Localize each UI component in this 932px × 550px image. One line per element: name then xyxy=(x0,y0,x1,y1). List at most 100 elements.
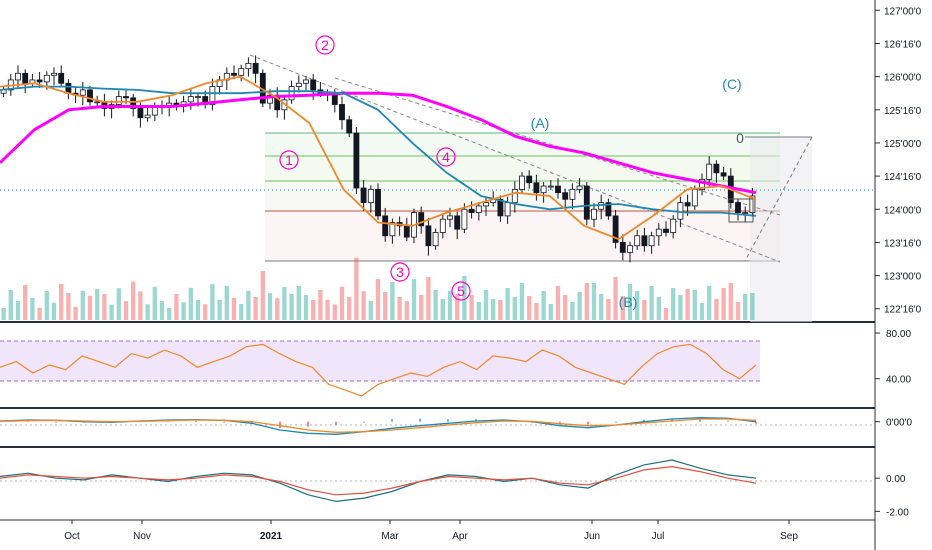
candle[interactable] xyxy=(0,85,7,98)
volume-bar xyxy=(671,288,676,320)
candle[interactable] xyxy=(267,89,273,110)
candle[interactable] xyxy=(670,215,677,239)
candle[interactable] xyxy=(641,227,648,252)
macd-histogram-bar xyxy=(755,421,757,424)
candle[interactable] xyxy=(187,88,194,110)
wave-label[interactable]: 1 xyxy=(279,150,299,170)
candle[interactable] xyxy=(627,241,633,263)
candle[interactable] xyxy=(454,211,461,240)
candle[interactable] xyxy=(735,198,741,221)
candle[interactable] xyxy=(519,172,525,194)
candle[interactable] xyxy=(252,55,259,84)
volume-bar xyxy=(30,298,35,320)
candle[interactable] xyxy=(583,182,590,226)
wave-label[interactable]: 3 xyxy=(390,262,410,282)
candle[interactable] xyxy=(648,231,655,254)
candle[interactable] xyxy=(605,198,612,220)
candle[interactable] xyxy=(281,95,288,120)
candle[interactable] xyxy=(238,64,245,82)
measure-box[interactable] xyxy=(728,198,754,223)
candle[interactable] xyxy=(87,85,93,106)
candle[interactable] xyxy=(468,201,475,219)
candle[interactable] xyxy=(375,183,381,220)
wave-label[interactable]: 4 xyxy=(436,147,456,167)
macd-pane[interactable] xyxy=(0,417,875,435)
candle[interactable] xyxy=(382,207,389,242)
candle[interactable] xyxy=(65,79,72,100)
wave-label[interactable]: 2 xyxy=(315,35,335,55)
candle[interactable] xyxy=(209,78,216,111)
candle[interactable] xyxy=(144,107,151,122)
candle[interactable] xyxy=(533,174,540,201)
wave-label[interactable]: (C) xyxy=(722,76,741,92)
volume-bar xyxy=(347,297,352,320)
candlesticks[interactable] xyxy=(0,55,756,263)
moving-averages[interactable] xyxy=(0,75,757,241)
svg-text:(C): (C) xyxy=(722,76,741,92)
macd-histogram-bar xyxy=(671,418,673,422)
candle[interactable] xyxy=(245,57,252,77)
forecast-zone xyxy=(750,137,812,322)
wave-label[interactable]: (B) xyxy=(619,294,638,310)
candle[interactable] xyxy=(663,221,669,237)
rsi-pane[interactable] xyxy=(0,340,760,397)
candle[interactable] xyxy=(425,217,432,256)
candle[interactable] xyxy=(713,160,720,183)
candle[interactable] xyxy=(360,180,367,211)
candle[interactable] xyxy=(418,206,425,234)
volume-bar xyxy=(275,298,280,320)
volume-bar xyxy=(311,300,316,320)
candle[interactable] xyxy=(483,196,489,216)
time-axis[interactable]: Oct Nov 2021 Mar Apr Jun Jul Sep xyxy=(64,520,798,542)
volume-bar xyxy=(735,302,741,320)
candle[interactable] xyxy=(591,203,597,228)
volume-bar xyxy=(73,306,78,320)
rsi-band xyxy=(0,341,760,381)
candle[interactable] xyxy=(655,223,662,246)
candle[interactable] xyxy=(562,188,569,208)
candle[interactable] xyxy=(216,75,223,95)
price-axis[interactable]: 127'00'0 126'16'0 126'00'0 125'16'0 125'00'0… xyxy=(875,6,922,518)
candle[interactable] xyxy=(526,170,533,189)
candle[interactable] xyxy=(540,182,547,203)
volume-bar xyxy=(678,295,683,320)
candle[interactable] xyxy=(576,178,583,194)
wave-label[interactable]: 5 xyxy=(451,281,471,301)
candle[interactable] xyxy=(475,201,482,221)
candle[interactable] xyxy=(51,67,57,86)
candle[interactable] xyxy=(353,127,360,195)
candle[interactable] xyxy=(339,96,345,130)
candle[interactable] xyxy=(511,181,518,213)
candle[interactable] xyxy=(720,166,727,181)
candle[interactable] xyxy=(367,185,374,213)
candle[interactable] xyxy=(547,180,554,191)
candle[interactable] xyxy=(619,234,626,261)
candle[interactable] xyxy=(346,115,353,137)
volume-bar xyxy=(548,304,553,320)
wave-label[interactable]: (A) xyxy=(531,115,550,131)
candle[interactable] xyxy=(29,73,36,88)
wave-label[interactable]: 0 xyxy=(736,130,744,146)
volume-bar xyxy=(606,299,611,320)
candle[interactable] xyxy=(108,100,115,119)
candle[interactable] xyxy=(58,65,65,88)
candle[interactable] xyxy=(569,183,576,210)
volume-bar xyxy=(51,302,57,320)
candle[interactable] xyxy=(634,229,641,250)
volume-bar xyxy=(584,283,589,320)
candle[interactable] xyxy=(612,209,619,249)
oscillator-pane[interactable] xyxy=(0,459,875,503)
candle[interactable] xyxy=(295,75,302,93)
candle[interactable] xyxy=(555,178,561,199)
candle[interactable] xyxy=(288,80,295,104)
candle[interactable] xyxy=(303,75,309,92)
candle[interactable] xyxy=(79,81,86,106)
candle[interactable] xyxy=(699,173,705,196)
candle[interactable] xyxy=(439,213,446,239)
volume-bar xyxy=(707,285,712,320)
candle[interactable] xyxy=(432,228,439,250)
candle[interactable] xyxy=(22,69,29,94)
wave-annotations[interactable]: 1 2 3 4 5 (A) (B) (C) 0 xyxy=(279,35,744,310)
candle[interactable] xyxy=(389,218,396,244)
